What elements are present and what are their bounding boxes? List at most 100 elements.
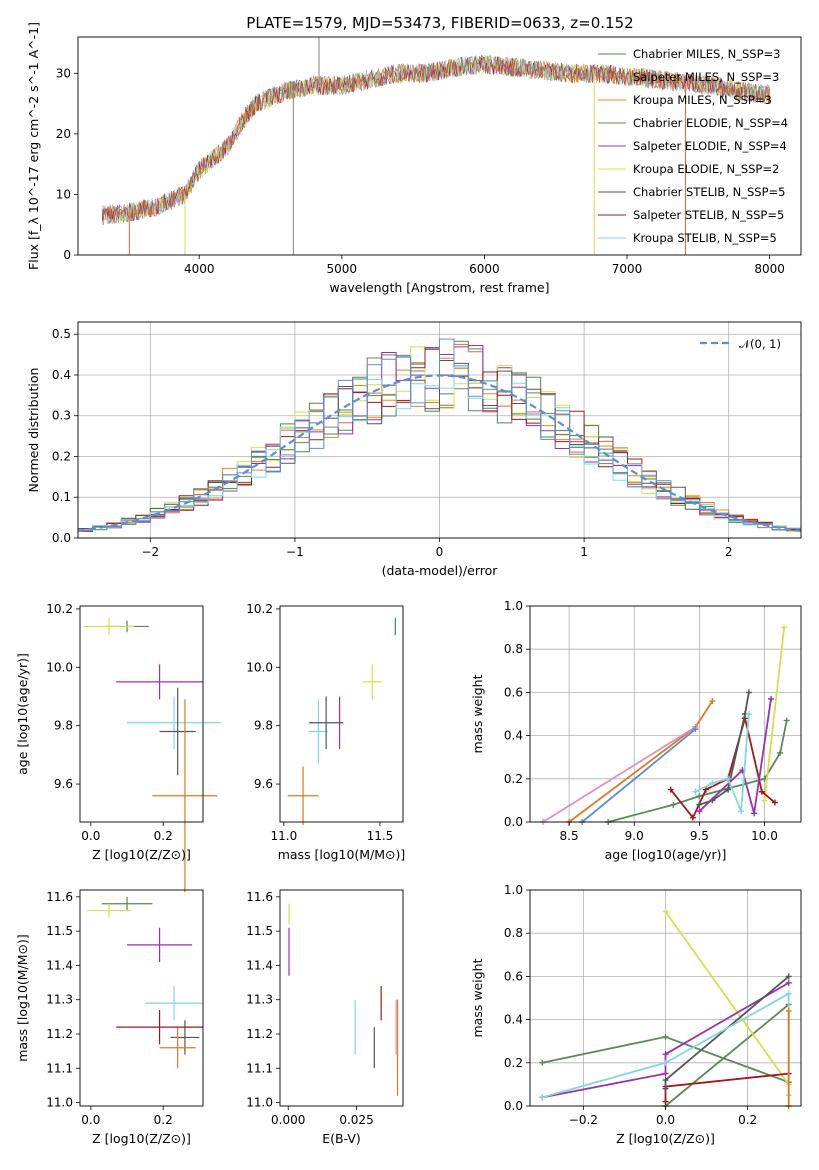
y-tick-label: 0.8 bbox=[504, 926, 523, 940]
y-tick-label: 10.2 bbox=[246, 602, 273, 616]
x-tick-label: 9.0 bbox=[625, 829, 644, 843]
data-marker bbox=[662, 908, 669, 915]
data-marker bbox=[689, 814, 696, 821]
axes-frame bbox=[79, 889, 204, 1107]
y-tick-label: 10.2 bbox=[46, 602, 73, 616]
y-tick-label: 11.4 bbox=[246, 958, 273, 972]
data-marker bbox=[761, 797, 768, 804]
x-tick-label: 11.5 bbox=[367, 829, 394, 843]
x-tick-label: 0.2 bbox=[738, 1113, 757, 1127]
y-axis-label: mass [log10(M/M⊙)] bbox=[15, 934, 30, 1062]
y-tick-label: 10.0 bbox=[46, 660, 73, 674]
x-tick-label: 7000 bbox=[612, 262, 643, 276]
y-tick-label: 11.2 bbox=[46, 1027, 73, 1041]
y-tick-label: 0.4 bbox=[504, 729, 523, 743]
legend-entry: 𝒩(0, 1) bbox=[739, 337, 781, 351]
y-axis-label: mass weight bbox=[470, 674, 485, 753]
data-marker bbox=[702, 786, 709, 793]
data-marker bbox=[662, 1070, 669, 1077]
x-tick-label: 9.5 bbox=[690, 829, 709, 843]
y-axis-label: age [log10(age/yr)] bbox=[15, 653, 30, 775]
y-tick-label: 9.8 bbox=[54, 719, 73, 733]
y-tick-label: 11.5 bbox=[46, 924, 73, 938]
data-marker bbox=[783, 717, 790, 724]
y-tick-label: 20 bbox=[56, 127, 71, 141]
y-tick-label: 1.0 bbox=[504, 599, 523, 613]
mass-weight-line bbox=[664, 911, 790, 1085]
x-axis-label: wavelength [Angstrom, rest frame] bbox=[329, 280, 549, 295]
mass-weight-line bbox=[542, 726, 696, 823]
x-tick-label: 5000 bbox=[327, 262, 358, 276]
data-marker bbox=[662, 1059, 669, 1066]
y-tick-label: 11.1 bbox=[46, 1061, 73, 1075]
data-marker bbox=[751, 810, 758, 817]
legend-entry: Chabrier ELODIE, N_SSP=4 bbox=[633, 116, 788, 130]
legend-entry: Kroupa MILES, N_SSP=3 bbox=[633, 93, 772, 107]
axes-frame bbox=[77, 36, 802, 256]
x-axis-label: Z [log10(Z/Z⊙)] bbox=[616, 1131, 715, 1146]
x-tick-label: 0.025 bbox=[339, 1113, 373, 1127]
data-marker bbox=[777, 749, 784, 756]
data-marker bbox=[771, 799, 778, 806]
data-marker bbox=[768, 695, 775, 702]
axes-frame bbox=[79, 605, 204, 823]
x-axis-label: Z [log10(Z/Z⊙)] bbox=[92, 1131, 191, 1146]
data-marker bbox=[745, 711, 752, 717]
normal-curve bbox=[77, 374, 802, 532]
legend-entry: Kroupa STELIB, N_SSP=5 bbox=[633, 231, 777, 245]
data-marker bbox=[785, 973, 792, 980]
axes-frame bbox=[279, 889, 404, 1107]
x-tick-label: 4000 bbox=[184, 262, 215, 276]
x-tick-label: −1 bbox=[286, 545, 304, 559]
x-tick-label: 0.0 bbox=[81, 829, 100, 843]
spectrum-line bbox=[101, 55, 770, 225]
y-tick-label: 11.6 bbox=[246, 890, 273, 904]
legend-entry: Salpeter STELIB, N_SSP=5 bbox=[633, 208, 784, 222]
data-marker bbox=[662, 1098, 669, 1105]
y-tick-label: 11.0 bbox=[246, 1096, 273, 1110]
x-axis-label: age [log10(age/yr)] bbox=[605, 847, 727, 862]
legend-entry: Chabrier STELIB, N_SSP=5 bbox=[633, 185, 785, 199]
data-marker bbox=[662, 1051, 669, 1058]
data-marker bbox=[696, 793, 703, 800]
histogram-series bbox=[78, 338, 801, 531]
x-axis-label: E(B-V) bbox=[322, 1131, 361, 1146]
y-tick-label: 0.3 bbox=[52, 409, 71, 423]
legend-entry: Chabrier MILES, N_SSP=3 bbox=[633, 47, 780, 61]
data-marker bbox=[785, 990, 792, 997]
data-marker bbox=[662, 1077, 669, 1084]
y-tick-label: 0.2 bbox=[504, 772, 523, 786]
axes-frame bbox=[279, 605, 404, 823]
data-marker bbox=[692, 788, 699, 795]
y-tick-label: 11.5 bbox=[246, 924, 273, 938]
y-tick-label: 10.0 bbox=[246, 660, 273, 674]
x-tick-label: 6000 bbox=[469, 262, 500, 276]
mass-weight-line bbox=[698, 698, 772, 814]
y-tick-label: 11.6 bbox=[46, 890, 73, 904]
y-tick-label: 0.0 bbox=[52, 531, 71, 545]
y-tick-label: 0.0 bbox=[504, 1099, 523, 1113]
y-tick-label: 0.2 bbox=[52, 449, 71, 463]
data-marker bbox=[725, 786, 732, 793]
x-tick-label: 0.000 bbox=[271, 1113, 305, 1127]
axes-frame bbox=[529, 605, 802, 823]
data-marker bbox=[696, 808, 703, 815]
y-tick-label: 11.0 bbox=[46, 1096, 73, 1110]
x-tick-label: 11.0 bbox=[270, 829, 297, 843]
y-tick-label: 30 bbox=[56, 66, 71, 80]
mass-weight-line bbox=[581, 728, 697, 823]
data-marker bbox=[539, 1059, 546, 1066]
y-tick-label: 0.1 bbox=[52, 490, 71, 504]
x-tick-label: 0.0 bbox=[81, 1113, 100, 1127]
x-axis-label: (data-model)/error bbox=[382, 563, 499, 578]
y-tick-label: 0.6 bbox=[504, 685, 523, 699]
data-marker bbox=[745, 689, 752, 696]
data-marker bbox=[781, 624, 788, 631]
y-tick-label: 11.1 bbox=[246, 1061, 273, 1075]
y-tick-label: 0.4 bbox=[504, 1013, 523, 1027]
data-marker bbox=[725, 775, 732, 782]
y-tick-label: 0.0 bbox=[504, 815, 523, 829]
x-tick-label: 0.0 bbox=[656, 1113, 675, 1127]
x-tick-label: 0 bbox=[436, 545, 444, 559]
